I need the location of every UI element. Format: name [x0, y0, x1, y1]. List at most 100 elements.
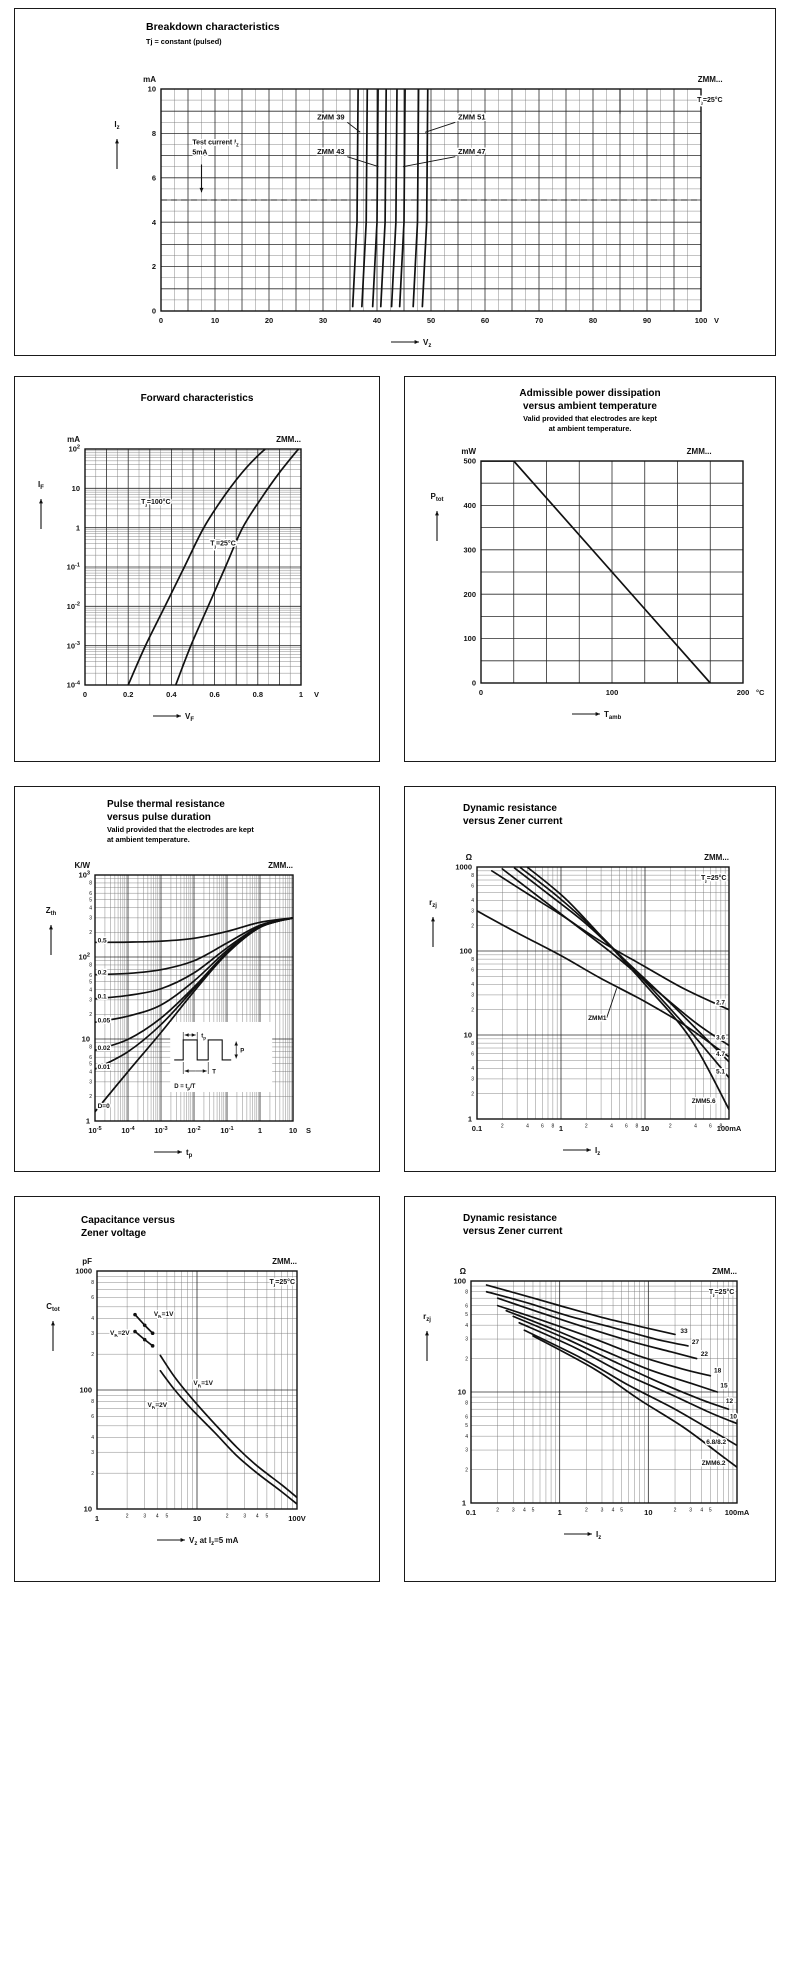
- svg-text:0.01: 0.01: [98, 1064, 111, 1071]
- svg-text:5: 5: [89, 979, 92, 985]
- svg-text:0: 0: [83, 690, 87, 699]
- svg-text:6: 6: [465, 1303, 468, 1309]
- svg-text:ZMM...: ZMM...: [268, 861, 293, 870]
- svg-text:0: 0: [479, 688, 483, 697]
- svg-text:3: 3: [89, 998, 92, 1004]
- svg-text:ZMM5.6: ZMM5.6: [692, 1098, 716, 1105]
- panel-pulse-thermal-resistance: 10-5 10-4 10-3 10-2 10-1 1 10 103 102 10 1 8 6 5 4 3 2 8 6…: [14, 786, 380, 1172]
- chart-title: Admissible power dissipation versus ambi…: [519, 388, 661, 412]
- svg-text:10-3: 10-3: [154, 1126, 167, 1135]
- svg-text:pF: pF: [82, 1257, 92, 1266]
- svg-text:10-2: 10-2: [67, 602, 80, 611]
- svg-text:T: T: [212, 1069, 216, 1075]
- svg-text:8: 8: [551, 1124, 554, 1130]
- svg-text:3: 3: [243, 1514, 246, 1520]
- svg-text:6: 6: [91, 1414, 94, 1420]
- svg-text:6: 6: [471, 967, 474, 973]
- svg-text:Iz: Iz: [596, 1530, 601, 1541]
- svg-text:4: 4: [694, 1124, 697, 1130]
- svg-text:10: 10: [82, 1035, 90, 1044]
- svg-text:2.7: 2.7: [716, 1000, 725, 1007]
- svg-text:8: 8: [152, 129, 156, 138]
- svg-text:80: 80: [589, 316, 597, 325]
- svg-text:4: 4: [612, 1508, 615, 1514]
- svg-text:30: 30: [319, 316, 327, 325]
- svg-text:VR=2V: VR=2V: [148, 1402, 168, 1411]
- chart-title: Pulse thermal resistance versus pulse du…: [107, 799, 225, 823]
- svg-text:rzj: rzj: [423, 1312, 431, 1323]
- svg-text:ZMM...: ZMM...: [712, 1267, 737, 1276]
- svg-text:100mA: 100mA: [717, 1124, 742, 1133]
- svg-text:6: 6: [471, 883, 474, 889]
- svg-text:100V: 100V: [288, 1514, 306, 1523]
- svg-text:5: 5: [266, 1514, 269, 1520]
- svg-text:Tj=25°C: Tj=25°C: [270, 1278, 295, 1288]
- svg-text:4: 4: [89, 1069, 92, 1075]
- svg-text:S: S: [306, 1126, 311, 1135]
- svg-text:VR=1V: VR=1V: [193, 1380, 213, 1389]
- svg-text:0: 0: [159, 316, 163, 325]
- svg-text:8: 8: [471, 1041, 474, 1047]
- svg-text:8: 8: [91, 1399, 94, 1405]
- svg-text:2: 2: [471, 1091, 474, 1097]
- svg-text:2: 2: [89, 930, 92, 936]
- svg-text:4: 4: [700, 1508, 703, 1514]
- svg-text:10: 10: [289, 1126, 297, 1135]
- svg-text:10: 10: [193, 1514, 201, 1523]
- svg-text:2: 2: [226, 1514, 229, 1520]
- svg-text:ZMM...: ZMM...: [698, 75, 723, 84]
- svg-text:3.6: 3.6: [716, 1035, 725, 1042]
- chart-title: Forward characteristics: [140, 393, 254, 404]
- svg-text:10: 10: [644, 1508, 652, 1517]
- svg-text:100mA: 100mA: [725, 1508, 750, 1517]
- svg-text:70: 70: [535, 316, 543, 325]
- svg-text:V: V: [314, 690, 319, 699]
- svg-text:0.2: 0.2: [98, 970, 107, 977]
- svg-text:ZMM...: ZMM...: [704, 853, 729, 862]
- svg-text:0.6: 0.6: [209, 690, 219, 699]
- svg-text:4: 4: [152, 218, 157, 227]
- svg-text:4: 4: [89, 987, 92, 993]
- chart-title: Breakdown characteristics: [146, 21, 280, 33]
- svg-text:mA: mA: [143, 75, 156, 84]
- svg-text:10: 10: [211, 316, 219, 325]
- svg-text:4: 4: [465, 1434, 468, 1440]
- svg-text:tp: tp: [186, 1148, 193, 1159]
- svg-text:3: 3: [471, 909, 474, 915]
- panel-dynamic-resistance-high: 0.1 1 10 100mA 100 10 1 2 3 4 5 2 3 4 5 2 3 4 5 8 6 5 4 3 2 8 6 5 4 3…: [404, 1196, 776, 1582]
- svg-text:6: 6: [541, 1124, 544, 1130]
- svg-text:Zth: Zth: [46, 906, 57, 917]
- svg-text:3: 3: [91, 1450, 94, 1456]
- svg-text:5: 5: [532, 1508, 535, 1514]
- svg-text:5: 5: [709, 1508, 712, 1514]
- svg-text:20: 20: [265, 316, 273, 325]
- svg-text:90: 90: [643, 316, 651, 325]
- svg-text:10: 10: [730, 1413, 738, 1420]
- svg-text:2: 2: [585, 1508, 588, 1514]
- svg-text:10-3: 10-3: [67, 641, 80, 650]
- svg-text:ZMM...: ZMM...: [272, 1257, 297, 1266]
- svg-text:2: 2: [91, 1471, 94, 1477]
- svg-text:4: 4: [91, 1435, 94, 1441]
- svg-text:300: 300: [463, 545, 476, 554]
- svg-text:4: 4: [256, 1514, 259, 1520]
- svg-text:3: 3: [601, 1508, 604, 1514]
- svg-text:rzj: rzj: [429, 898, 437, 909]
- svg-text:10: 10: [458, 1388, 466, 1397]
- svg-text:5: 5: [465, 1312, 468, 1318]
- svg-text:3: 3: [471, 993, 474, 999]
- svg-text:27: 27: [692, 1339, 700, 1346]
- svg-text:1: 1: [95, 1514, 99, 1523]
- svg-text:1: 1: [558, 1508, 562, 1517]
- svg-text:K/W: K/W: [74, 861, 90, 870]
- svg-text:100: 100: [459, 947, 472, 956]
- svg-text:4.7: 4.7: [716, 1051, 725, 1058]
- chart-subtitle: Valid provided that the electrodes are k…: [107, 825, 254, 844]
- svg-text:100: 100: [695, 316, 708, 325]
- svg-text:0.4: 0.4: [166, 690, 177, 699]
- svg-text:Vz: Vz: [423, 338, 431, 349]
